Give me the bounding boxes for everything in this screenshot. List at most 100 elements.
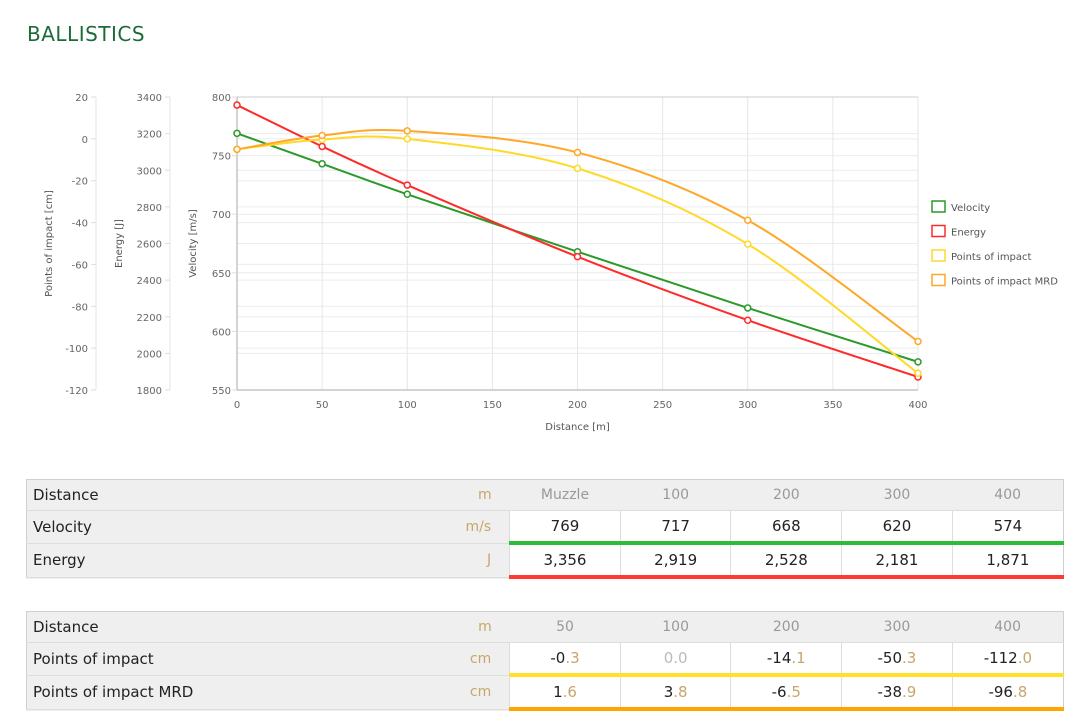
x-tick-label: 250 [653, 400, 672, 411]
row-label: Velocity [26, 510, 432, 544]
legend-item-energy: Energy [931, 224, 986, 239]
energy-point [744, 316, 752, 324]
points-of-impact-point [744, 240, 752, 248]
velocity-point [233, 129, 241, 138]
points-of-impact-table: Distance m 50 100 200 300 400 Points of impact c… [26, 611, 1064, 711]
row-unit: m [431, 479, 510, 511]
velocity-tick-label: 650 [212, 269, 231, 280]
table-row: Distance m Muzzle 100 200 300 400 [26, 479, 1064, 511]
velocity-point [914, 358, 922, 366]
table-row: Distance m 50 100 200 300 400 [26, 611, 1064, 643]
distance-header-cell: 100 [620, 611, 731, 643]
energy-tick-label: 2200 [137, 313, 162, 324]
legend-swatch [931, 249, 946, 262]
value-cell: 574 [951, 510, 1064, 545]
row-unit: m/s [431, 510, 510, 544]
distance-header-cell: 300 [841, 611, 953, 643]
row-unit: J [431, 543, 510, 578]
poi-tick-label: 20 [75, 93, 88, 104]
table-row: Velocity m/s 769 717 668 620 574 [26, 510, 1064, 545]
value-integer: -14 [766, 649, 792, 667]
value-integer: -96 [988, 683, 1013, 701]
value-cell: -112.0 [951, 642, 1064, 677]
energy-tick-label: 3200 [137, 130, 162, 141]
row-unit: cm [431, 642, 510, 676]
value-decimal: .3 [902, 649, 917, 667]
points-of-impact-mrd-point [403, 127, 411, 135]
distance-header-cell: 100 [620, 479, 731, 511]
row-unit: m [431, 611, 510, 643]
poi-tick-label: -100 [65, 344, 88, 355]
velocity-tick-label: 700 [212, 210, 231, 221]
value-integer: -0 [550, 649, 566, 667]
value-cell: -50.3 [841, 642, 953, 677]
value-cell: 620 [841, 510, 953, 545]
velocity-tick-label: 750 [212, 152, 231, 163]
points-of-impact-point [914, 369, 922, 378]
distance-header-cell: 200 [730, 479, 842, 511]
value-cell: 2,181 [841, 543, 953, 579]
energy-point [573, 252, 582, 261]
row-label: Distance [26, 479, 432, 511]
energy-point [403, 181, 411, 189]
page-title: BALLISTICS [27, 22, 146, 46]
value-cell: -14.1 [730, 642, 842, 677]
poi-tick-label: -120 [65, 386, 88, 397]
poi-tick-label: 0 [82, 135, 88, 146]
row-label: Points of impact [26, 642, 432, 676]
legend-item-points-of-impact: Points of impact [931, 249, 1032, 263]
value-cell: 3.8 [619, 675, 731, 711]
poi-tick-label: -80 [72, 302, 88, 313]
value-decimal: .5 [786, 683, 801, 701]
distance-header-cell: Muzzle [509, 479, 621, 511]
value-integer: -6 [771, 683, 787, 701]
velocity-point [744, 304, 752, 312]
distance-header-cell: 400 [952, 611, 1064, 643]
points-of-impact-mrd-point [914, 337, 922, 346]
distance-header-cell: 200 [730, 611, 842, 643]
x-tick-label: 400 [908, 400, 927, 411]
distance-header-cell: 400 [952, 479, 1064, 511]
value-cell: 2,528 [730, 543, 842, 579]
value-integer: 0 [663, 649, 674, 667]
legend-item-velocity: Velocity [931, 200, 990, 214]
poi-tick-label: -20 [72, 177, 88, 188]
energy-tick-label: 3400 [137, 93, 162, 104]
poi-axis-title: Points of impact [cm] [44, 190, 55, 297]
value-cell: 717 [619, 510, 731, 545]
points-of-impact-point [403, 135, 411, 143]
velocity-axis-title: Velocity [m/s] [188, 209, 199, 278]
energy-point [318, 142, 326, 151]
x-tick-label: 350 [823, 400, 842, 411]
value-integer: -50 [877, 649, 903, 667]
value-cell: 1.6 [509, 675, 621, 711]
legend-swatch [931, 200, 946, 213]
table-row: Points of impact cm -0.3 0.0 -14.1 -50.3 -112.… [26, 642, 1064, 677]
value-cell: 3,356 [509, 543, 621, 579]
x-tick-label: 0 [234, 400, 240, 411]
table-row: Points of impact MRD cm 1.6 3.8 -6.5 -38.9 -96… [26, 675, 1064, 711]
value-cell: 769 [509, 510, 621, 545]
value-decimal: .8 [1012, 683, 1028, 701]
value-cell: -6.5 [730, 675, 842, 711]
row-label: Points of impact MRD [26, 675, 432, 710]
value-decimal: .8 [673, 683, 688, 701]
value-cell: 1,871 [951, 543, 1064, 579]
x-axis-title: Distance [m] [545, 422, 610, 433]
legend-item-points-of-impact-mrd: Points of impact MRD [931, 273, 1058, 288]
row-unit: cm [431, 675, 510, 710]
row-label: Distance [26, 611, 432, 643]
table-row: Energy J 3,356 2,919 2,528 2,181 1,871 [26, 543, 1064, 579]
legend-label: Energy [951, 228, 986, 239]
poi-tick-label: -60 [72, 260, 88, 271]
value-cell: 668 [730, 510, 842, 545]
legend-label: Points of impact MRD [951, 277, 1058, 288]
energy-point [233, 101, 241, 109]
points-of-impact-mrd-point [573, 148, 582, 157]
velocity-energy-table: Distance m Muzzle 100 200 300 400 Velocity m/s 76… [26, 479, 1064, 579]
points-of-impact-mrd-point [744, 216, 752, 225]
legend-label: Velocity [951, 203, 990, 214]
value-integer: 1 [553, 683, 563, 701]
value-integer: -38 [877, 683, 903, 701]
